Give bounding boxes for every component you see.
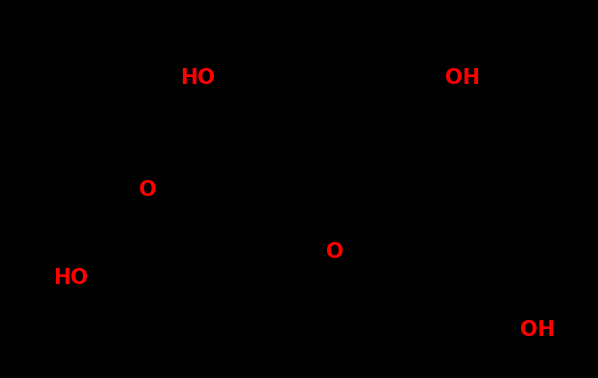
Text: O: O (139, 180, 157, 200)
Text: OH: OH (520, 320, 555, 340)
Text: OH: OH (445, 68, 480, 88)
Text: HO: HO (180, 68, 215, 88)
Text: HO: HO (53, 268, 88, 288)
Text: O: O (326, 242, 344, 262)
